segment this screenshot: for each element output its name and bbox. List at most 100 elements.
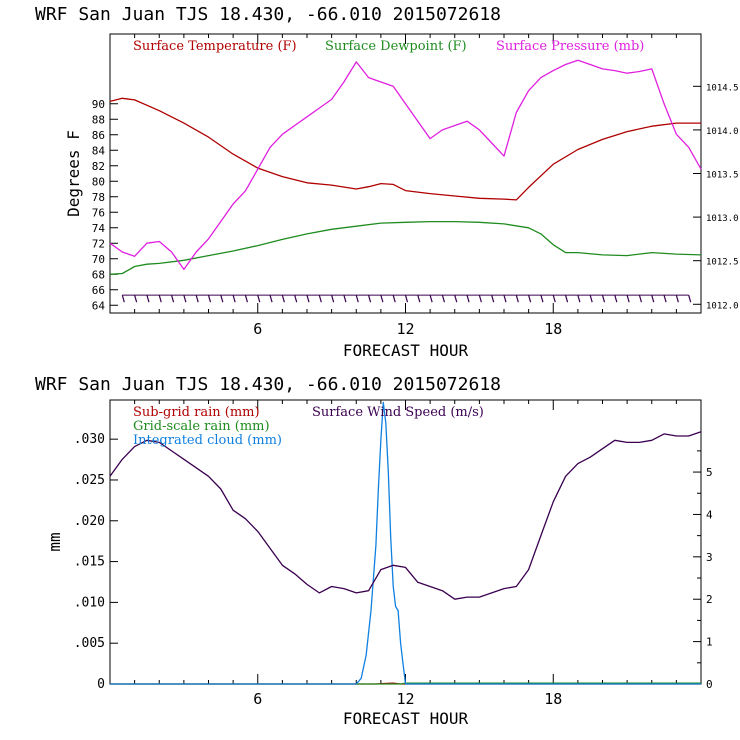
wind-barb <box>318 295 322 303</box>
y-tick-label: 0 <box>97 677 105 692</box>
y2-tick-label: 1013.5 <box>706 171 739 181</box>
wind-barb <box>380 295 384 303</box>
y2-tick-label: 1014.5 <box>706 83 739 93</box>
y-tick-label: 78 <box>92 191 105 204</box>
legend-entry: Integrated cloud (mm) <box>133 433 282 448</box>
legend-entry: Sub-grid rain (mm) <box>133 405 260 420</box>
wind-barb <box>244 295 249 303</box>
y-tick-label: .025 <box>74 473 105 488</box>
legend-entry: Surface Pressure (mb) <box>496 39 644 54</box>
wind-barb <box>675 295 679 303</box>
y-tick-label: .005 <box>74 636 105 651</box>
y-tick-label: 64 <box>92 299 106 312</box>
wind-barb <box>195 295 199 303</box>
wind-barb <box>417 295 421 303</box>
wind-barb <box>478 295 482 303</box>
x-axis-label: FORECAST HOUR <box>343 341 469 360</box>
wind-barb <box>577 295 581 303</box>
wind-barb <box>134 295 138 303</box>
y2-tick-label: 4 <box>706 508 713 521</box>
y2-tick-label: 1014.0 <box>706 127 739 137</box>
x-tick-label: 12 <box>396 320 414 338</box>
legend-entry: Surface Dewpoint (F) <box>325 39 467 54</box>
y-tick-label: 86 <box>92 129 105 142</box>
wind-barb <box>343 295 347 303</box>
wind-barb <box>663 295 667 303</box>
y2-tick-label: 5 <box>706 466 713 479</box>
wind-barb <box>158 295 162 303</box>
wind-barb <box>503 295 507 303</box>
chart-title: WRF San Juan TJS 18.430, -66.010 2015072… <box>35 374 501 395</box>
wind-barb <box>269 295 273 303</box>
y-tick-label: 76 <box>92 206 105 219</box>
y-tick-label: 66 <box>92 284 105 297</box>
y-tick-label: 84 <box>92 144 106 157</box>
y2-tick-label: 0 <box>706 678 713 691</box>
y-tick-label: 80 <box>92 175 105 188</box>
x-tick-label: 18 <box>544 690 562 708</box>
wind-barb <box>638 295 643 303</box>
y2-tick-label: 1013.0 <box>706 214 739 224</box>
wind-barb <box>170 295 175 303</box>
wind-barb <box>688 295 692 303</box>
wind-barb <box>454 295 458 303</box>
wind-barb <box>564 295 569 303</box>
legend-entry: Surface Wind Speed (m/s) <box>312 405 484 420</box>
y2-tick-label: 1012.0 <box>706 301 739 311</box>
y-tick-label: 82 <box>92 160 105 173</box>
x-tick-label: 12 <box>396 690 414 708</box>
wind-barb <box>306 295 310 303</box>
wind-barb <box>404 295 409 303</box>
x-axis-label: FORECAST HOUR <box>343 709 469 728</box>
y-tick-label: .030 <box>74 432 105 447</box>
y-tick-label: 70 <box>92 253 105 266</box>
wind-barb <box>651 295 655 303</box>
wind-barb <box>183 295 187 303</box>
series-line <box>109 97 701 201</box>
y2-tick-label: 1 <box>706 636 713 649</box>
wind-barb <box>281 295 285 303</box>
legend-entry: Grid-scale rain (mm) <box>133 419 270 434</box>
y-tick-label: .020 <box>74 514 105 529</box>
wind-barb <box>331 295 335 303</box>
wind-barb <box>355 295 359 303</box>
wind-barb <box>294 295 298 303</box>
y2-tick-label: 1012.5 <box>706 258 739 268</box>
y-axis-label: Degrees F <box>64 130 83 217</box>
wind-barb <box>441 295 446 303</box>
wind-barb <box>367 295 372 303</box>
wind-barb <box>207 295 212 303</box>
wind-barb <box>601 295 606 303</box>
wind-barb <box>614 295 618 303</box>
wind-barb <box>589 295 593 303</box>
wind-barb <box>121 295 125 303</box>
series-line <box>110 401 701 685</box>
chart-title: WRF San Juan TJS 18.430, -66.010 2015072… <box>35 4 501 25</box>
chart-2: WRF San Juan TJS 18.430, -66.010 2015072… <box>35 374 713 728</box>
y-axis-label: mm <box>45 532 64 551</box>
x-tick-label: 6 <box>253 320 262 338</box>
wind-barb <box>626 295 630 303</box>
y-tick-label: .015 <box>74 555 105 570</box>
y-tick-label: .010 <box>74 595 105 610</box>
y2-tick-label: 2 <box>706 593 713 606</box>
series-line <box>109 59 702 271</box>
plot-frame <box>109 33 702 314</box>
wind-barb <box>257 295 261 303</box>
y2-tick-label: 3 <box>706 551 713 564</box>
wind-barb <box>146 295 150 303</box>
wind-barb <box>515 295 519 303</box>
legend-entry: Surface Temperature (F) <box>133 39 297 54</box>
wind-barb <box>528 295 532 303</box>
x-tick-label: 6 <box>253 690 262 708</box>
wind-barb <box>552 295 556 303</box>
y-tick-label: 88 <box>92 113 105 126</box>
chart-1: WRF San Juan TJS 18.430, -66.010 2015072… <box>35 4 739 360</box>
x-tick-label: 18 <box>544 320 562 338</box>
wind-barb <box>429 295 433 303</box>
series-line <box>109 220 702 275</box>
y-tick-label: 90 <box>92 98 105 111</box>
y-tick-label: 72 <box>92 237 105 250</box>
